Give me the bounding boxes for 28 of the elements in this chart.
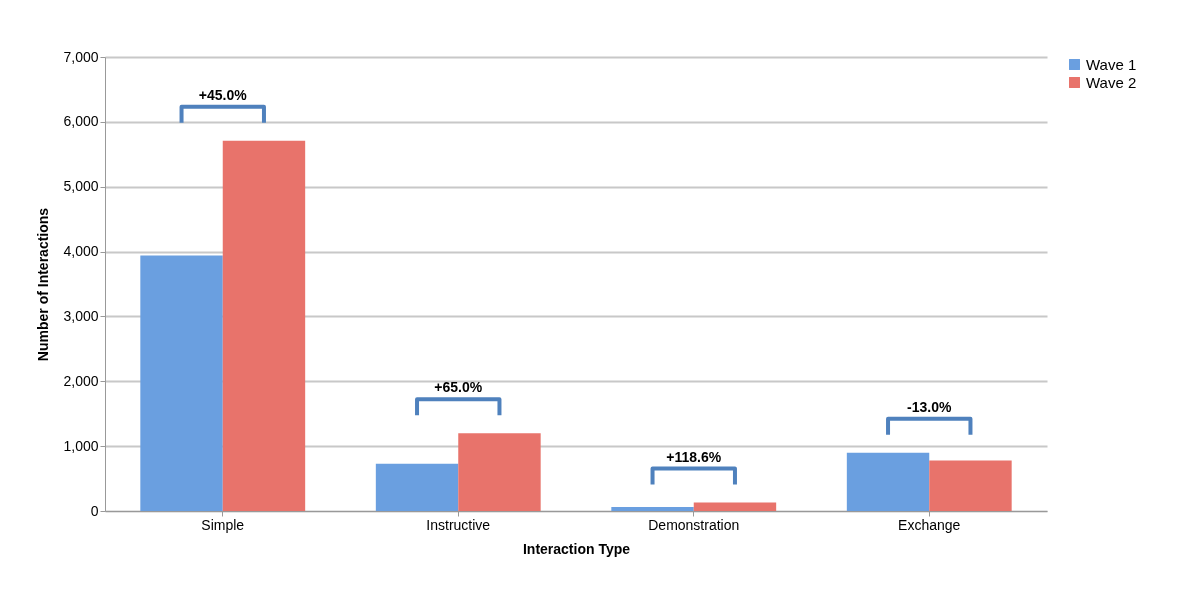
bar — [693, 502, 777, 511]
x-tick-label: Exchange — [898, 516, 961, 533]
annotation: +118.6% — [666, 448, 722, 465]
bar — [222, 140, 306, 511]
bar — [929, 460, 1012, 511]
y-tick-label: 4,000 — [63, 243, 99, 260]
annotation: -13.0% — [907, 398, 952, 415]
annotation: +45.0% — [198, 86, 248, 103]
bar — [375, 463, 459, 511]
y-tick-label: 6,000 — [63, 113, 99, 130]
x-tick-label: Demonstration — [648, 516, 740, 533]
y-tick-label: 0 — [90, 502, 99, 519]
y-tick-label: 1,000 — [63, 437, 99, 454]
x-axis-title: Interaction Type — [522, 540, 631, 557]
x-tick-label: Simple — [201, 516, 245, 533]
y-tick-label: 3,000 — [63, 307, 99, 324]
bar — [846, 452, 930, 511]
annotation: +65.0% — [434, 379, 483, 396]
legend-label: Wave 2 — [1086, 73, 1137, 91]
x-tick-label: Instructive — [426, 516, 491, 533]
bar — [140, 255, 223, 511]
y-axis-title: Number of Interactions — [35, 207, 52, 362]
legend-label: Wave 1 — [1086, 55, 1137, 73]
y-tick-label: 5,000 — [63, 178, 99, 195]
y-tick-label: 7,000 — [63, 48, 99, 65]
y-tick-label: 2,000 — [63, 372, 99, 389]
bar — [458, 433, 541, 511]
bar — [611, 507, 694, 511]
